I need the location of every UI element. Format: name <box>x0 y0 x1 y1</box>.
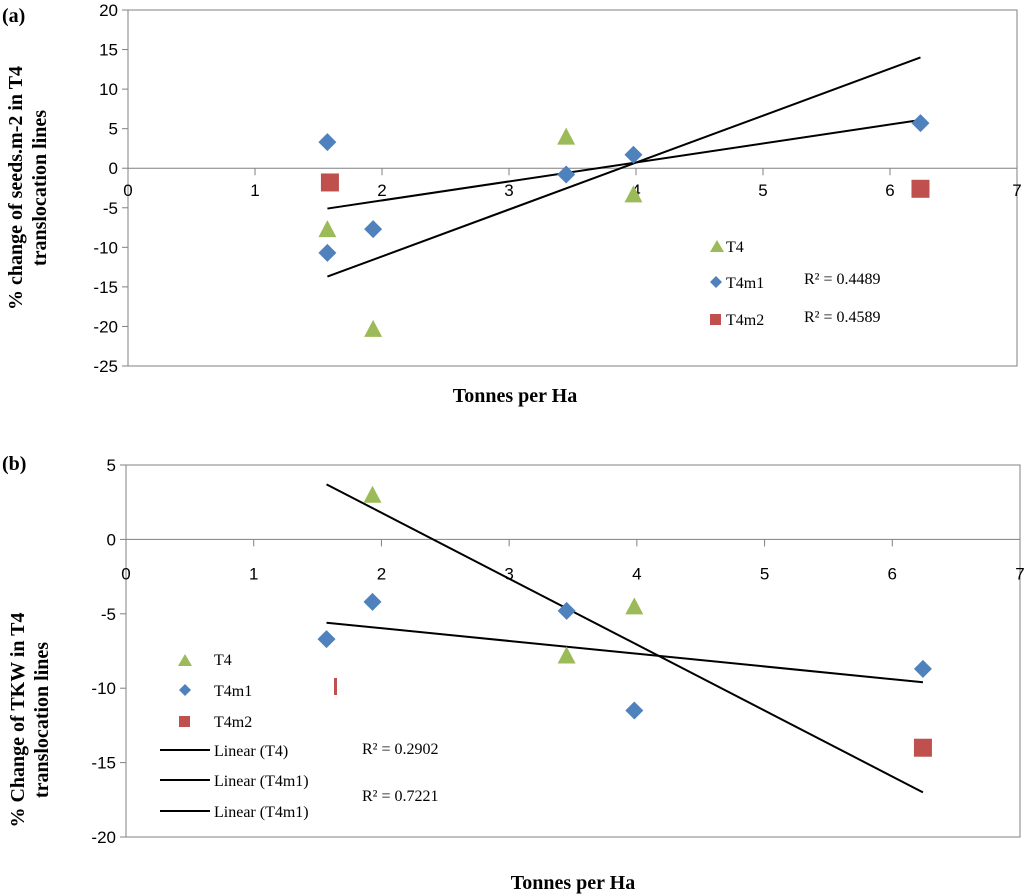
panel-a-label: (a) <box>2 5 25 27</box>
point-t4 <box>557 646 576 664</box>
x-tick-label: 1 <box>250 181 259 200</box>
point-t4 <box>363 485 382 503</box>
x-tick-label: 5 <box>758 181 767 200</box>
panel-a-legend: T4 T4m1 T4m2 <box>710 239 764 329</box>
panel-a-r2-1: R² = 0.4489 <box>804 271 881 288</box>
panel-b-x-axis-title: Tonnes per Ha <box>511 872 635 894</box>
y-tick-label: -15 <box>91 754 116 773</box>
point-t4m1 <box>625 701 644 720</box>
legend-b-t4m2-label: T4m2 <box>214 714 252 731</box>
point-t4m1 <box>557 165 576 184</box>
legend-b-linear-t4m1-label: Linear (T4m1) <box>214 773 309 790</box>
legend-a-t4m2-label: T4m2 <box>726 312 764 329</box>
point-t4m2 <box>320 173 339 192</box>
point-t4m1 <box>911 114 930 133</box>
legend-a-t4-marker <box>710 240 724 252</box>
point-t4m1 <box>364 220 383 239</box>
point-t4m2 <box>911 179 930 198</box>
legend-a-t4m1-marker <box>710 276 722 288</box>
panel-b-label: (b) <box>2 453 26 475</box>
y-tick-label: -20 <box>91 828 116 847</box>
y-tick-label: 20 <box>99 1 118 20</box>
x-tick-label: 2 <box>377 181 386 200</box>
panel-b-r2-1: R² = 0.2902 <box>362 741 439 758</box>
point-t4m1 <box>913 659 932 678</box>
point-t4m1 <box>317 630 336 649</box>
point-t4m1 <box>557 601 576 620</box>
legend-b-t4m2-marker <box>179 716 190 727</box>
trendline-2 <box>327 118 921 210</box>
point-t4m1 <box>318 133 337 152</box>
panel-a-r2-2: R² = 0.4589 <box>804 309 881 326</box>
y-tick-label: 5 <box>109 120 118 139</box>
point-t4 <box>624 185 643 203</box>
panel-b-plot-area <box>125 464 1021 838</box>
y-tick-label: -10 <box>91 679 116 698</box>
x-tick-label: 4 <box>632 564 641 583</box>
panel-b-partial-marker <box>334 678 337 695</box>
legend-a-t4m1-label: T4m1 <box>726 275 764 292</box>
x-tick-label: 7 <box>1012 181 1021 200</box>
y-tick-label: -15 <box>93 278 118 297</box>
panel-a-y-axis-title-line2: translocation lines <box>29 110 51 266</box>
y-tick-label: 10 <box>99 80 118 99</box>
y-tick-label: -20 <box>93 317 118 336</box>
x-tick-label: 0 <box>123 181 132 200</box>
x-tick-label: 3 <box>504 564 513 583</box>
trendline-1 <box>326 483 924 794</box>
x-tick-label: 5 <box>760 564 769 583</box>
x-tick-label: 3 <box>504 181 513 200</box>
legend-a-t4-label: T4 <box>726 239 744 256</box>
panel-b: (b) -20 -15 -10 -5 0 5 0 1 2 3 4 5 6 7 Tonnes per Ha… <box>2 453 1024 894</box>
legend-a-t4m2-marker <box>710 314 721 325</box>
point-t4m1 <box>363 592 382 611</box>
legend-b-linear-t4-label: Linear (T4) <box>214 743 288 760</box>
y-tick-label: 15 <box>99 41 118 60</box>
panel-a-x-axis-title: Tonnes per Ha <box>453 385 577 407</box>
legend-b-t4m1-label: T4m1 <box>214 683 252 700</box>
y-tick-label: -10 <box>93 238 118 257</box>
y-tick-label: -5 <box>101 605 116 624</box>
y-tick-label: 0 <box>109 159 118 178</box>
legend-b-t4m1-marker <box>179 684 191 696</box>
panel-b-r2-2: R² = 0.7221 <box>362 788 439 805</box>
y-tick-label: -25 <box>93 357 118 376</box>
x-tick-label: 1 <box>249 564 258 583</box>
point-t4 <box>625 597 644 615</box>
panel-b-y-axis-title-line2: translocation lines <box>31 642 53 798</box>
point-t4 <box>364 319 383 337</box>
legend-b-t4-marker <box>178 654 192 666</box>
trendline-1 <box>327 56 921 278</box>
point-t4 <box>557 127 576 145</box>
x-tick-label: 0 <box>121 564 130 583</box>
x-tick-label: 6 <box>885 181 894 200</box>
panel-b-y-axis-title-line1: % Change of TKW in T4 <box>7 612 29 827</box>
point-t4 <box>318 220 337 238</box>
point-t4m1 <box>318 243 337 262</box>
panel-a-plot-area <box>127 9 1018 367</box>
panel-a-y-axis-title-line1: % change of seeds.m-2 in T4 <box>5 66 27 310</box>
y-tick-label: -5 <box>103 199 118 218</box>
trendline-2 <box>326 621 924 684</box>
point-t4m1 <box>624 145 643 164</box>
x-tick-label: 7 <box>1015 564 1024 583</box>
y-tick-label: 0 <box>107 530 116 549</box>
legend-b-t4-label: T4 <box>214 652 232 669</box>
legend-b-linear-t4m1-2-label: Linear (T4m1) <box>214 804 309 821</box>
y-tick-label: 5 <box>107 456 116 475</box>
panel-b-legend: T4 T4m1 T4m2 Linear (T4) Linear (T4m1) L… <box>160 652 309 821</box>
point-t4m2 <box>913 738 932 757</box>
x-tick-label: 2 <box>377 564 386 583</box>
x-tick-label: 6 <box>888 564 897 583</box>
